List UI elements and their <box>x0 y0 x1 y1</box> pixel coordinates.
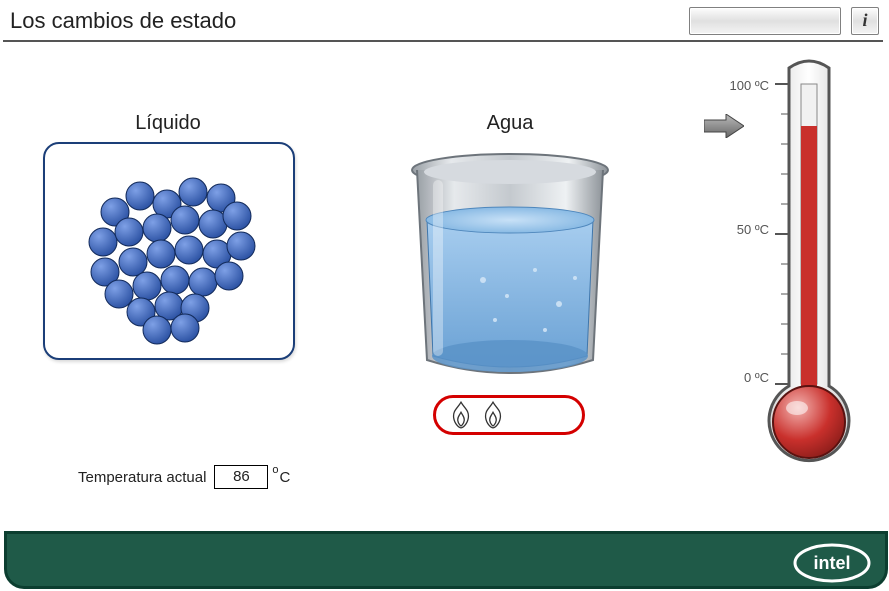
temperature-value: 86 <box>214 465 268 489</box>
degree-symbol: o <box>272 464 278 476</box>
molecules-graphic <box>45 144 293 358</box>
thermometer <box>745 50 875 490</box>
flame-icon <box>450 401 472 429</box>
footer-bar <box>4 531 888 589</box>
header-divider <box>3 40 883 42</box>
thermo-tick-0: 0 ºC <box>744 370 769 385</box>
header-field[interactable] <box>689 7 841 35</box>
thermo-tick-50: 50 ºC <box>737 222 769 237</box>
temperature-unit: C <box>280 469 291 486</box>
page-title: Los cambios de estado <box>10 8 236 34</box>
substance-label: Agua <box>450 112 570 135</box>
state-label: Líquido <box>108 112 228 135</box>
temperature-readout: Temperatura actual 86 o C <box>78 465 290 489</box>
info-button[interactable]: i <box>851 7 879 35</box>
flame-icon <box>482 401 504 429</box>
beaker-graphic <box>405 150 615 390</box>
svg-text:intel: intel <box>813 553 850 573</box>
thermo-tick-100: 100 ºC <box>730 78 769 93</box>
temperature-label: Temperatura actual <box>78 469 206 486</box>
intel-logo: intel <box>793 543 871 583</box>
molecules-panel <box>43 142 295 360</box>
burner-control[interactable] <box>433 395 585 435</box>
thermo-arrow-icon <box>704 114 744 138</box>
